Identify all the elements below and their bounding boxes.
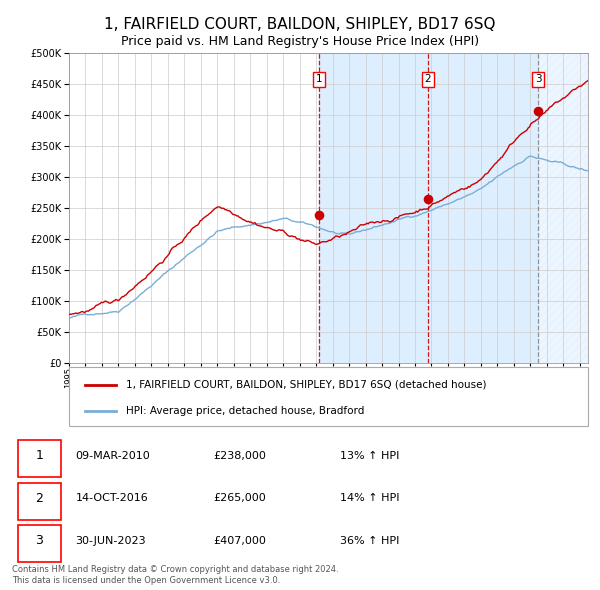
Text: 3: 3 <box>535 74 542 84</box>
Text: 1: 1 <box>35 449 43 462</box>
Text: 36% ↑ HPI: 36% ↑ HPI <box>340 536 400 546</box>
Bar <box>319 53 428 363</box>
Text: 2: 2 <box>35 491 43 504</box>
Bar <box>538 53 588 363</box>
Text: 13% ↑ HPI: 13% ↑ HPI <box>340 451 400 461</box>
Text: HPI: Average price, detached house, Bradford: HPI: Average price, detached house, Brad… <box>126 407 364 416</box>
FancyBboxPatch shape <box>18 440 61 477</box>
Point <box>314 211 324 220</box>
Text: 1, FAIRFIELD COURT, BAILDON, SHIPLEY, BD17 6SQ (detached house): 1, FAIRFIELD COURT, BAILDON, SHIPLEY, BD… <box>126 380 487 389</box>
Text: 1: 1 <box>316 74 323 84</box>
FancyBboxPatch shape <box>18 483 61 520</box>
Text: 30-JUN-2023: 30-JUN-2023 <box>76 536 146 546</box>
Point <box>533 106 543 116</box>
Text: Price paid vs. HM Land Registry's House Price Index (HPI): Price paid vs. HM Land Registry's House … <box>121 35 479 48</box>
Text: Contains HM Land Registry data © Crown copyright and database right 2024.
This d: Contains HM Land Registry data © Crown c… <box>12 565 338 585</box>
Text: 3: 3 <box>35 534 43 547</box>
Text: 1, FAIRFIELD COURT, BAILDON, SHIPLEY, BD17 6SQ: 1, FAIRFIELD COURT, BAILDON, SHIPLEY, BD… <box>104 17 496 32</box>
Text: £265,000: £265,000 <box>214 493 266 503</box>
Text: 14% ↑ HPI: 14% ↑ HPI <box>340 493 400 503</box>
Text: 14-OCT-2016: 14-OCT-2016 <box>76 493 148 503</box>
FancyBboxPatch shape <box>69 367 588 426</box>
Point <box>423 194 433 204</box>
Bar <box>428 53 538 363</box>
Text: £238,000: £238,000 <box>214 451 266 461</box>
Text: 09-MAR-2010: 09-MAR-2010 <box>76 451 150 461</box>
Text: £407,000: £407,000 <box>214 536 266 546</box>
Text: 2: 2 <box>425 74 431 84</box>
FancyBboxPatch shape <box>18 525 61 562</box>
